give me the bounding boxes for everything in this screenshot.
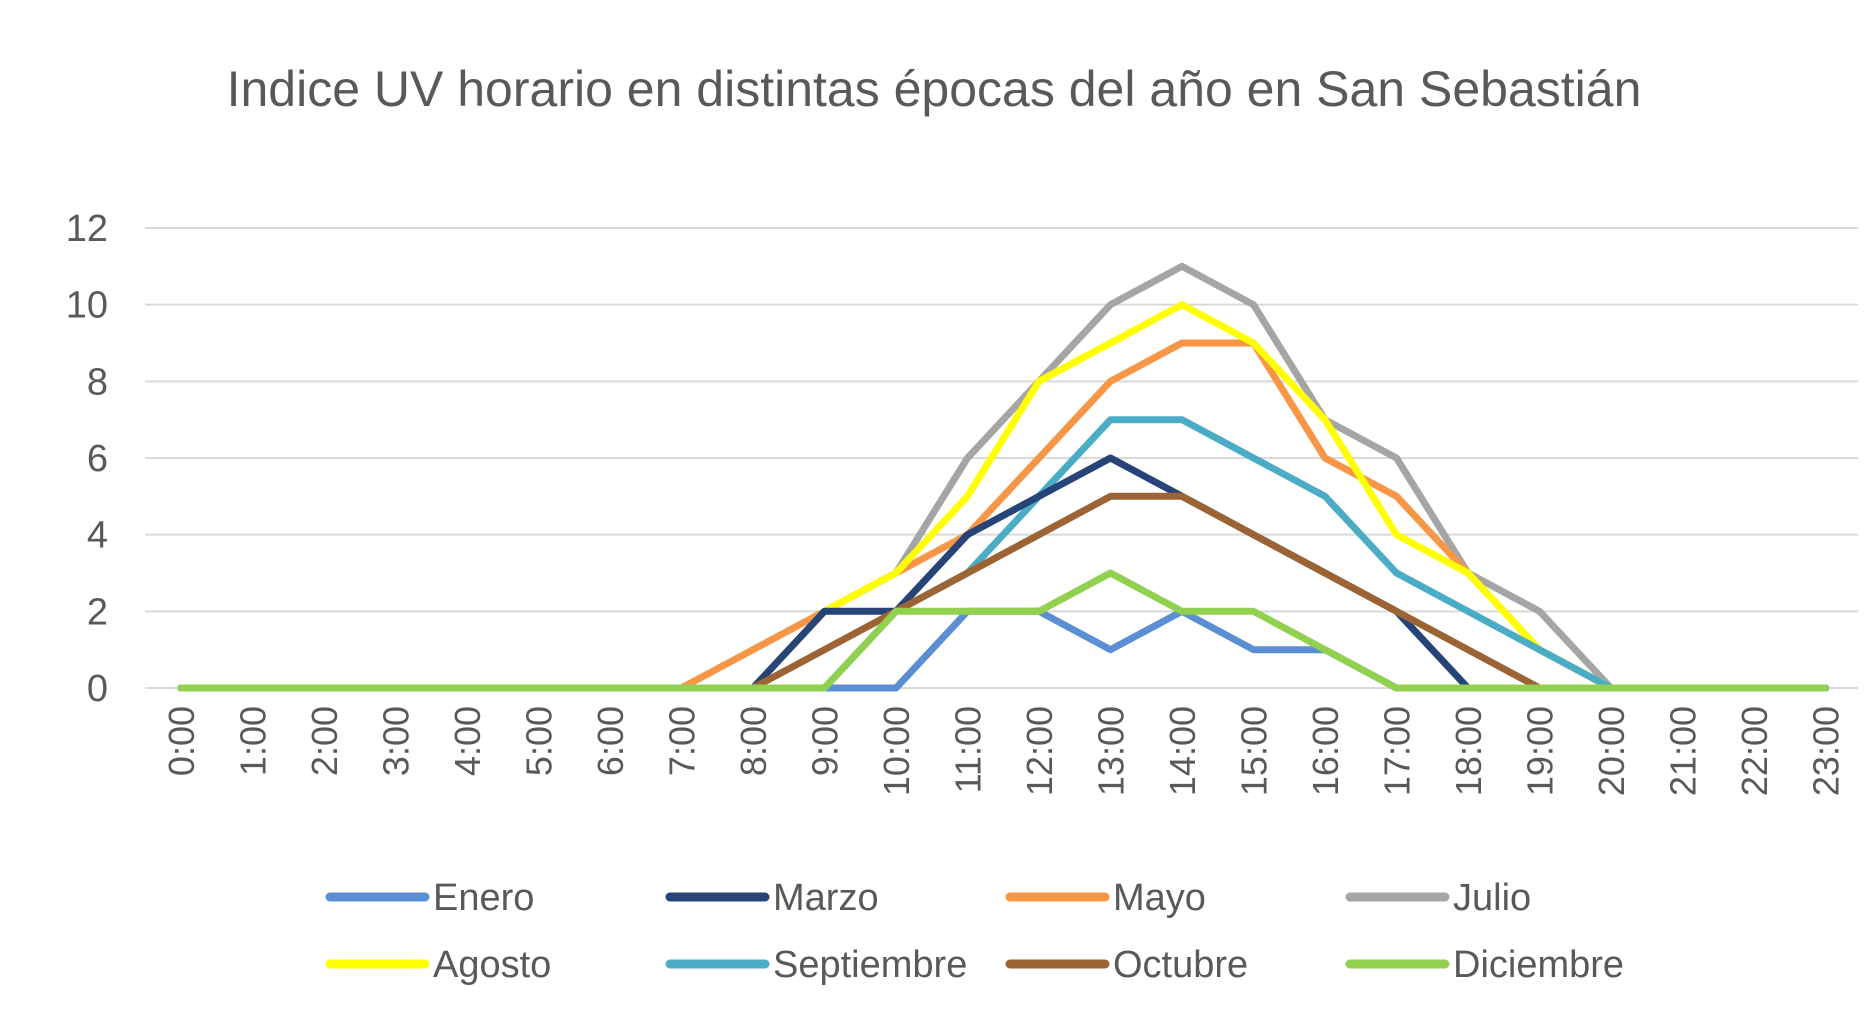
x-tick-label: 22:00 — [1734, 706, 1775, 796]
x-tick-label: 23:00 — [1806, 706, 1847, 796]
legend-label-diciembre: Diciembre — [1453, 944, 1624, 986]
x-tick-label: 18:00 — [1448, 706, 1489, 796]
x-tick-label: 16:00 — [1305, 706, 1346, 796]
legend-label-julio: Julio — [1453, 877, 1531, 919]
y-tick-label: 10 — [66, 285, 108, 327]
y-tick-label: 2 — [87, 591, 108, 633]
x-tick-label: 20:00 — [1591, 706, 1632, 796]
series-line-octubre — [177, 492, 1829, 692]
legend-label-septiembre: Septiembre — [773, 944, 967, 986]
x-tick-label: 13:00 — [1091, 706, 1132, 796]
x-tick-label: 6:00 — [590, 706, 631, 776]
series-line-julio — [177, 262, 1829, 692]
series-line-diciembre — [177, 569, 1829, 692]
x-tick-label: 2:00 — [304, 706, 345, 776]
x-tick-label: 10:00 — [876, 706, 917, 796]
x-tick-label: 3:00 — [376, 706, 417, 776]
y-tick-label: 0 — [87, 668, 108, 710]
x-tick-label: 17:00 — [1377, 706, 1418, 796]
x-tick-label: 12:00 — [1019, 706, 1060, 796]
x-tick-label: 15:00 — [1234, 706, 1275, 796]
y-tick-label: 6 — [87, 438, 108, 480]
x-tick-label: 11:00 — [948, 706, 989, 793]
x-axis-ticks: 0:00 1:00 2:00 3:00 4:00 5:00 6:00 7:00 8:00 9:00… — [161, 706, 1847, 796]
y-tick-label: 4 — [87, 515, 108, 557]
legend: Enero Marzo Mayo Julio Agosto Septiembre Octub… — [325, 877, 1624, 986]
x-tick-label: 0:00 — [161, 706, 202, 776]
y-tick-label: 8 — [87, 361, 108, 403]
legend-label-enero: Enero — [433, 877, 534, 919]
x-tick-label: 9:00 — [805, 706, 846, 776]
legend-label-marzo: Marzo — [773, 877, 879, 919]
x-tick-label: 8:00 — [733, 706, 774, 776]
chart-title: Indice UV horario en distintas épocas de… — [227, 61, 1642, 117]
y-tick-label: 12 — [66, 208, 108, 250]
y-axis-ticks: 0 2 4 6 8 10 12 — [66, 208, 108, 710]
series-lines — [177, 262, 1829, 692]
legend-label-agosto: Agosto — [433, 944, 551, 986]
x-tick-label: 5:00 — [519, 706, 560, 776]
x-tick-label: 7:00 — [662, 706, 703, 776]
x-tick-label: 1:00 — [233, 706, 274, 776]
legend-label-octubre: Octubre — [1113, 944, 1248, 986]
x-tick-label: 14:00 — [1162, 706, 1203, 796]
x-tick-label: 19:00 — [1520, 706, 1561, 796]
legend-label-mayo: Mayo — [1113, 877, 1206, 919]
gridlines — [145, 227, 1858, 689]
x-tick-label: 21:00 — [1663, 706, 1704, 796]
x-tick-label: 4:00 — [447, 706, 488, 776]
